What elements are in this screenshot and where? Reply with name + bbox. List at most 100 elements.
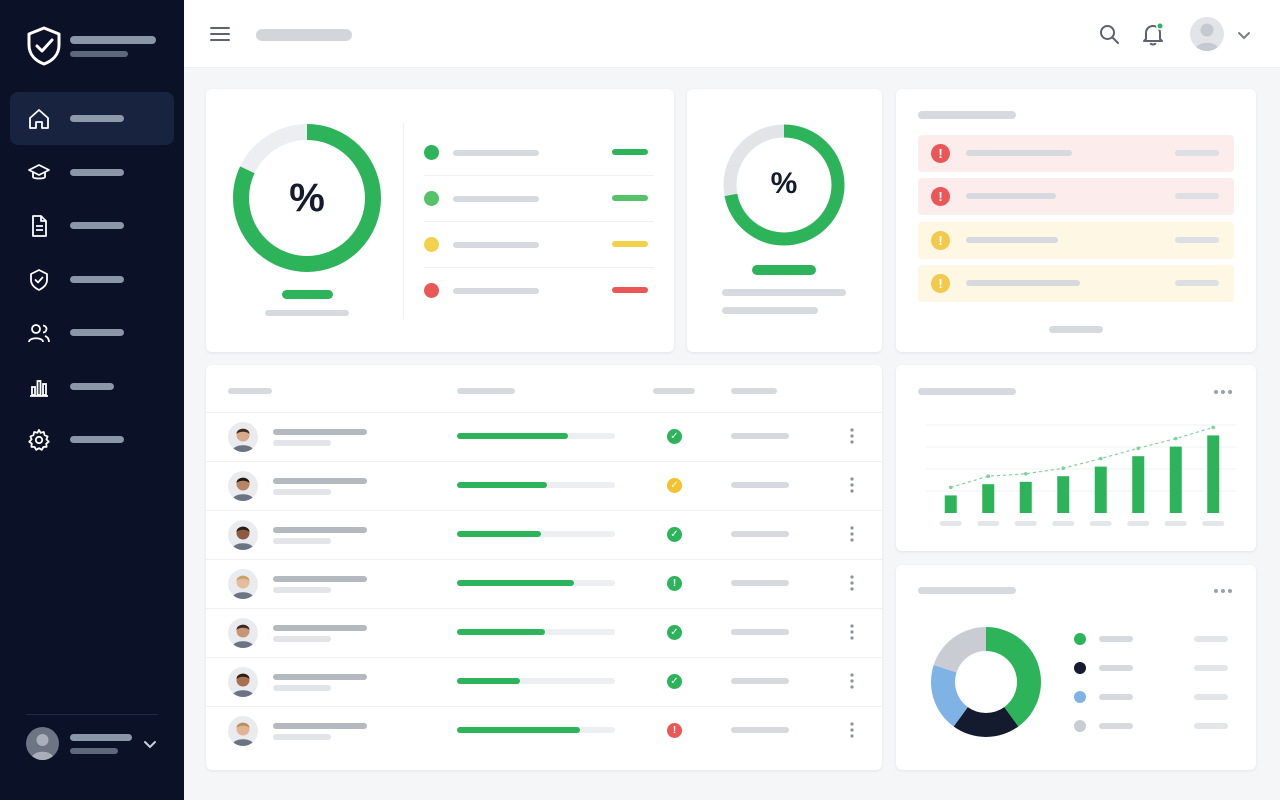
legend-value [1194, 636, 1228, 642]
more-vertical-icon[interactable] [846, 623, 858, 641]
sidebar-item-label [70, 383, 114, 390]
sidebar-item-users[interactable] [10, 306, 174, 359]
table-row[interactable]: ✓ [206, 412, 882, 461]
sidebar-item-home[interactable] [10, 92, 174, 145]
user-name [273, 527, 367, 533]
alert-text [966, 237, 1058, 243]
column-header-status[interactable] [653, 388, 695, 394]
table-row[interactable]: ✓ [206, 657, 882, 706]
sidebar-divider [26, 714, 158, 715]
legend-row [1074, 661, 1234, 675]
kpi-percent-symbol: % [289, 176, 325, 220]
table-row[interactable]: ! [206, 559, 882, 608]
kpi-value-pill [282, 290, 333, 299]
more-vertical-icon[interactable] [846, 476, 858, 494]
exclamation-circle-icon: ! [931, 187, 950, 206]
legend-row [1074, 690, 1234, 704]
kpi-value-pill [752, 265, 816, 275]
view-all-link[interactable] [1049, 326, 1103, 333]
card-title [918, 587, 1016, 594]
alert-item[interactable]: ! [918, 265, 1234, 302]
legend-dot [1074, 720, 1086, 732]
legend-value [1194, 723, 1228, 729]
alert-meta [1175, 280, 1219, 286]
legend-dot [424, 145, 439, 160]
sidebar-item-label [70, 329, 124, 336]
user-role [70, 748, 118, 754]
bar-chart-icon [30, 380, 48, 397]
sidebar-item-security[interactable] [10, 253, 174, 306]
legend-value [1194, 665, 1228, 671]
progress-fill [457, 678, 521, 684]
trend-point [1098, 456, 1103, 461]
check-circle-icon: ✓ [667, 674, 682, 689]
sidebar-item-settings[interactable] [10, 413, 174, 466]
brand-subtitle [70, 51, 128, 57]
user-avatar[interactable] [26, 727, 59, 760]
bar-chart-card [896, 365, 1256, 551]
sidebar-item-courses[interactable] [10, 146, 174, 199]
row-date [731, 482, 789, 488]
trend-point [1173, 436, 1178, 441]
more-horizontal-icon[interactable] [1213, 389, 1233, 395]
progress-fill [457, 629, 546, 635]
bar [1132, 456, 1145, 513]
bar [944, 495, 957, 513]
row-date [731, 678, 789, 684]
check-circle-icon: ✓ [667, 527, 682, 542]
more-horizontal-icon[interactable] [1213, 588, 1233, 594]
user-silhouette-icon [1195, 23, 1219, 51]
legend-row [424, 222, 654, 268]
legend-row [1074, 632, 1234, 646]
legend-dot [1074, 691, 1086, 703]
avatar [228, 618, 258, 648]
avatar [228, 716, 258, 746]
progress-fill [457, 531, 541, 537]
chevron-down-icon[interactable] [1236, 27, 1252, 43]
more-vertical-icon[interactable] [846, 525, 858, 543]
table-row[interactable]: ✓ [206, 608, 882, 657]
more-vertical-icon[interactable] [846, 672, 858, 690]
more-vertical-icon[interactable] [846, 427, 858, 445]
x-tick-label [1164, 521, 1187, 526]
progress-fill [457, 580, 574, 586]
search-icon[interactable] [1098, 23, 1120, 45]
x-tick-label [1089, 521, 1112, 526]
sidebar-item-reports[interactable] [10, 360, 174, 413]
user-silhouette-icon [31, 734, 54, 760]
legend-label [453, 150, 539, 156]
shield-check-icon[interactable] [26, 26, 62, 66]
table-row[interactable]: ✓ [206, 510, 882, 559]
alert-meta [1175, 150, 1219, 156]
hamburger-icon[interactable] [208, 22, 232, 46]
exclamation-circle-icon: ! [667, 576, 682, 591]
legend-label [453, 288, 539, 294]
more-vertical-icon[interactable] [846, 721, 858, 739]
legend-label [1099, 636, 1133, 642]
users-table-card: ✓ ✓ ✓! ✓ ✓! [206, 365, 882, 770]
column-header-progress[interactable] [457, 388, 515, 394]
legend-value [1194, 694, 1228, 700]
bar [1094, 466, 1107, 513]
legend-label [453, 196, 539, 202]
bell-icon[interactable] [1142, 22, 1164, 46]
column-header-user[interactable] [228, 388, 272, 394]
sidebar-item-label [70, 436, 124, 443]
table-row[interactable]: ! [206, 706, 882, 755]
alert-item[interactable]: ! [918, 135, 1234, 172]
legend-row [1074, 719, 1234, 733]
trend-line [950, 426, 1214, 488]
more-vertical-icon[interactable] [846, 574, 858, 592]
sidebar-item-documents[interactable] [10, 199, 174, 252]
chevron-down-icon[interactable] [142, 736, 158, 752]
avatar [228, 471, 258, 501]
alert-item[interactable]: ! [918, 222, 1234, 259]
header-avatar[interactable] [1190, 17, 1224, 51]
alert-item[interactable]: ! [918, 178, 1234, 215]
progress-bar [457, 531, 615, 537]
donut-slice [933, 627, 986, 673]
sidebar [0, 0, 184, 800]
user-subtitle [273, 636, 331, 642]
column-header-date[interactable] [731, 388, 777, 394]
table-row[interactable]: ✓ [206, 461, 882, 510]
